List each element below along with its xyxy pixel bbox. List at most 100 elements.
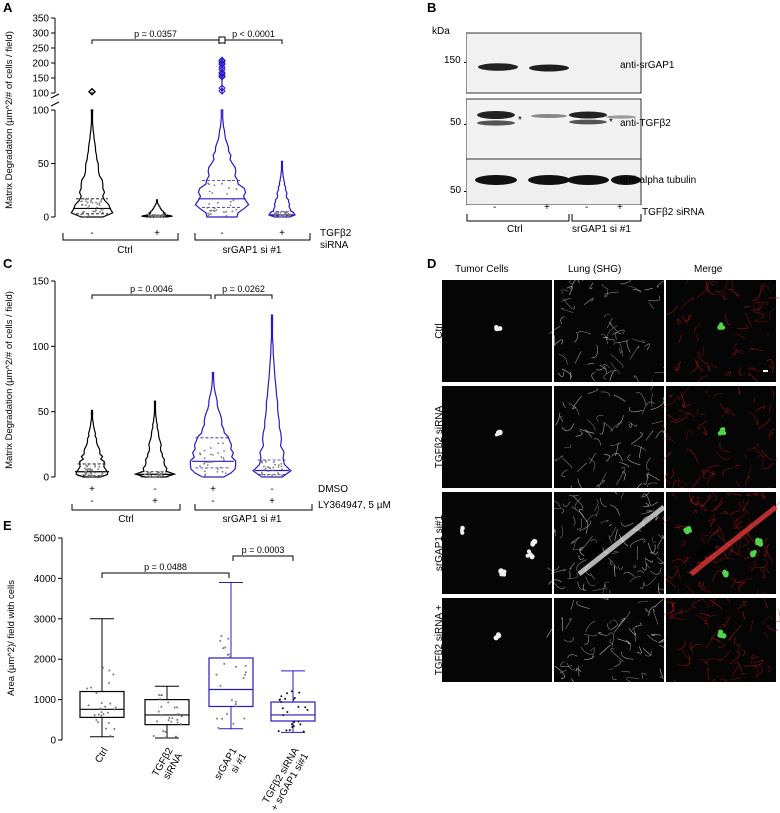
collagen-fiber bbox=[626, 340, 631, 353]
collagen-fiber bbox=[696, 360, 704, 372]
collagen-fiber bbox=[561, 368, 573, 378]
group-label: Ctrl bbox=[118, 514, 134, 524]
antibody-srgap1: anti-srGAP1 bbox=[620, 60, 675, 71]
data-point bbox=[280, 463, 283, 465]
collagen-fiber bbox=[659, 668, 664, 678]
collagen-fiber bbox=[628, 680, 631, 682]
collagen-fiber bbox=[715, 290, 727, 296]
data-point bbox=[85, 464, 88, 467]
data-point bbox=[167, 719, 170, 722]
data-point bbox=[97, 468, 99, 471]
collagen-fiber bbox=[555, 412, 561, 426]
collagen-fiber bbox=[560, 661, 573, 667]
collagen-fiber bbox=[671, 492, 676, 497]
collagen-fiber bbox=[743, 453, 747, 460]
collagen-fiber bbox=[722, 467, 733, 477]
data-point bbox=[176, 706, 179, 709]
data-point bbox=[282, 714, 285, 717]
group-bracket-c: Ctrl srGAP1 si #1 bbox=[71, 504, 313, 524]
data-point bbox=[211, 461, 214, 463]
violin-shape bbox=[189, 371, 237, 478]
collagen-fiber bbox=[551, 501, 561, 509]
column-merge: Merge bbox=[694, 264, 723, 275]
collagen-fiber bbox=[664, 576, 677, 588]
collagen-fiber bbox=[701, 598, 710, 608]
collagen-fiber bbox=[764, 550, 773, 563]
collagen-fiber bbox=[754, 663, 763, 677]
collagen-fiber bbox=[718, 649, 732, 661]
data-point bbox=[208, 183, 210, 186]
collagen-fiber bbox=[763, 598, 768, 609]
data-point bbox=[150, 215, 153, 217]
collagen-fiber bbox=[738, 582, 746, 592]
collagen-fiber bbox=[651, 420, 663, 425]
collagen-fiber bbox=[611, 551, 619, 554]
collagen-fiber bbox=[694, 323, 702, 334]
data-point bbox=[234, 700, 237, 703]
collagen-fiber bbox=[743, 305, 751, 308]
collagen-fiber bbox=[611, 453, 623, 462]
data-point bbox=[263, 473, 266, 476]
collagen-fiber bbox=[579, 536, 593, 551]
data-point bbox=[87, 206, 89, 209]
collagen-fiber bbox=[604, 454, 611, 462]
collagen-fiber bbox=[553, 339, 563, 346]
collagen-fiber bbox=[647, 542, 659, 555]
collagen-fiber bbox=[699, 612, 710, 616]
collagen-fiber bbox=[709, 281, 718, 286]
collagen-fiber bbox=[753, 397, 756, 403]
collagen-fiber bbox=[641, 539, 646, 544]
collagen-fiber bbox=[747, 368, 757, 371]
collagen-fiber bbox=[632, 564, 636, 568]
collagen-fiber bbox=[641, 672, 647, 679]
merge-image bbox=[661, 386, 778, 488]
collagen-fiber bbox=[632, 626, 637, 630]
data-point bbox=[201, 475, 204, 478]
collagen-fiber bbox=[716, 545, 728, 559]
data-point bbox=[220, 635, 223, 638]
collagen-fiber bbox=[558, 371, 565, 377]
data-point bbox=[100, 473, 103, 476]
collagen-fiber bbox=[630, 432, 643, 445]
collagen-fiber bbox=[599, 364, 607, 374]
data-point bbox=[152, 735, 155, 738]
data-point bbox=[216, 717, 219, 720]
data-point bbox=[94, 210, 96, 213]
collagen-fiber bbox=[609, 560, 613, 566]
data-point bbox=[171, 717, 174, 720]
collagen-fiber bbox=[611, 329, 625, 335]
collagen-fiber bbox=[574, 331, 579, 343]
data-point bbox=[208, 190, 211, 193]
data-point bbox=[168, 716, 171, 719]
collagen-fiber bbox=[738, 519, 743, 529]
data-point bbox=[86, 687, 89, 690]
collagen-fiber bbox=[656, 280, 664, 288]
significance-bar bbox=[101, 572, 230, 578]
collagen-fiber bbox=[621, 611, 631, 623]
collagen-fiber bbox=[730, 577, 736, 588]
collagen-fiber bbox=[576, 559, 587, 572]
data-point bbox=[210, 209, 213, 212]
data-point bbox=[222, 459, 225, 462]
collagen-fiber bbox=[641, 493, 651, 506]
collagen-fiber bbox=[610, 362, 621, 374]
collagen-fiber bbox=[573, 496, 584, 510]
data-point bbox=[157, 473, 160, 475]
collagen-fiber bbox=[590, 539, 597, 543]
collagen-fiber bbox=[711, 470, 716, 477]
collagen-fiber bbox=[706, 282, 717, 295]
data-point bbox=[234, 703, 237, 706]
p-value-label: p = 0.0003 bbox=[242, 545, 285, 555]
collagen-fiber bbox=[613, 395, 626, 402]
axis-break bbox=[50, 93, 60, 107]
data-point bbox=[203, 449, 206, 452]
collagen-fiber bbox=[644, 608, 650, 613]
treatment-label: + bbox=[210, 484, 216, 495]
data-point bbox=[164, 472, 167, 475]
collagen-fiber bbox=[614, 442, 619, 456]
collagen-fiber bbox=[738, 502, 750, 514]
collagen-fiber bbox=[555, 458, 559, 462]
tumor-cell bbox=[721, 633, 727, 639]
collagen-fiber bbox=[737, 600, 747, 610]
data-point bbox=[260, 473, 263, 476]
